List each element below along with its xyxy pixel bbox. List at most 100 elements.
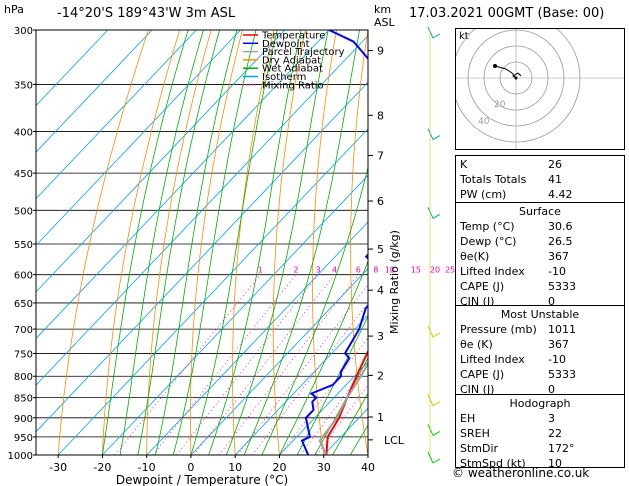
wind-barb: [432, 33, 441, 39]
height-unit-km: km: [374, 3, 392, 16]
hodograph-index-row: StmSpd (kt) 10: [460, 457, 562, 470]
pressure-tick-label: 650: [14, 299, 33, 310]
mixing-ratio-label: 3: [316, 266, 321, 275]
wet-adiabat-line: [314, 357, 368, 455]
isotherm-line: [190, 268, 368, 455]
wind-barb: [427, 26, 434, 39]
pressure-unit: hPa: [4, 3, 24, 16]
mixing-ratio-line: [237, 284, 368, 455]
dry-adiabat-line: [146, 30, 212, 455]
isotherm-line: [36, 30, 286, 293]
hodograph-svg: kt 20 40: [451, 13, 624, 149]
datetime-title: 17.03.2021 00GMT (Base: 00): [409, 6, 605, 21]
wind-barb: [427, 424, 434, 436]
surface-row: Dewp (°C) 26.5: [460, 235, 573, 248]
dry-adiabat-line: [423, 30, 456, 455]
mixing-ratio-line: [176, 274, 319, 455]
surface-row: Temp (°C) 30.6: [460, 220, 573, 233]
most-unstable-row: θe (K) 367: [460, 338, 569, 351]
height-tick-label: 4: [377, 284, 384, 297]
height-tick-label: 5: [377, 243, 384, 256]
wet-adiabat-line: [155, 30, 238, 455]
pressure-tick-label: 950: [14, 433, 33, 444]
hodograph-index-row: EH 3: [460, 412, 555, 425]
height-tick-label: 9: [377, 45, 384, 58]
mixing-ratio-label: 6: [356, 266, 361, 275]
dry-adiabat-line: [190, 30, 243, 455]
hodograph-index-row: SREH 22: [460, 427, 562, 440]
mixing-ratio-label: 8: [373, 266, 378, 275]
surface-panel: Surface Temp (°C) 30.6 Dewp (°C) 26.5 θe(K…: [455, 202, 625, 308]
dry-adiabat-line: [350, 30, 368, 455]
pressure-tick-label: 900: [14, 414, 33, 425]
mixing-ratio-label: 1: [258, 266, 263, 275]
wet-adiabat-line: [102, 30, 189, 455]
wind-barb: [427, 128, 434, 140]
x-axis-label: Dewpoint / Temperature (°C): [116, 473, 288, 486]
pressure-tick-label: 400: [14, 128, 33, 139]
wet-adiabat-line: [190, 30, 278, 455]
isotherm-line: [36, 81, 368, 433]
wind-barb: [432, 213, 441, 219]
mixing-ratio-label: 4: [332, 266, 337, 275]
mixing-ratio-label: 20: [430, 266, 440, 275]
most-unstable-row: Pressure (mb) 1011: [460, 323, 576, 336]
isotherm-line: [36, 30, 197, 200]
legend-entry: Wet Adiabat: [262, 64, 323, 75]
pressure-tick-label: 550: [14, 240, 33, 251]
isotherm-line: [36, 35, 368, 386]
legend-entry: Parcel Trajectory: [262, 47, 345, 58]
wind-barb: [427, 207, 434, 219]
mixing-ratio-label: 2: [293, 266, 298, 275]
hodograph-ring-40: 40: [478, 117, 490, 127]
height-tick-label: LCL: [384, 434, 405, 447]
legend-entry: Isotherm: [262, 72, 306, 83]
hodograph-index-panel: Hodograph EH 3 SREH 22 StmDir 172° StmSpd (…: [455, 394, 625, 470]
dry-adiabat-line: [102, 30, 181, 455]
surface-row: θe(K) 367: [460, 250, 569, 263]
legend-entry: Dry Adiabat: [262, 55, 321, 66]
pressure-tick-label: 350: [14, 80, 33, 91]
hodograph-index-title: Hodograph: [509, 397, 571, 410]
dry-adiabat-line: [312, 30, 337, 455]
height-tick-label: 1: [377, 411, 384, 424]
isotherm-line: [234, 314, 368, 455]
most-unstable-row: CAPE (J) 5333: [460, 368, 576, 381]
legend-entry: Dewpoint: [262, 39, 310, 50]
wind-barb: [427, 394, 434, 406]
pressure-tick-label: 1000: [8, 451, 33, 462]
wind-barb: [432, 431, 441, 436]
mixing-ratio-label: 15: [411, 266, 421, 275]
legend-entry: Temperature: [261, 31, 325, 42]
surface-title: Surface: [519, 205, 561, 218]
mixing-ratio-line: [152, 274, 297, 455]
height-tick-label: 2: [377, 369, 384, 382]
temperature-tick-label: -20: [93, 461, 111, 474]
wind-barb: [432, 401, 441, 407]
most-unstable-panel: Most Unstable Pressure (mb) 1011 θe (K) 36…: [455, 305, 625, 396]
wet-adiabat-line: [225, 30, 329, 455]
wind-barb: [427, 325, 434, 338]
surface-row: Lifted Index -10: [460, 265, 566, 278]
pressure-tick-label: 600: [14, 271, 33, 282]
temperature-tick-label: 30: [317, 461, 331, 474]
wet-adiabat-line: [172, 30, 257, 455]
wet-adiabat-line: [208, 30, 302, 455]
pressure-tick-label: 750: [14, 349, 33, 360]
legend-entry: Mixing Ratio: [262, 80, 324, 91]
dry-adiabat-line: [57, 30, 149, 455]
pressure-tick-label: 700: [14, 325, 33, 336]
temperature-tick-label: 20: [272, 461, 286, 474]
wind-barb: [432, 135, 441, 140]
temperature-series: [325, 349, 368, 455]
index-row-totals: Totals Totals 41: [460, 173, 562, 186]
wind-barb: [432, 332, 441, 338]
temperature-tick-label: -30: [49, 461, 67, 474]
index-row-pw: PW (cm) 4.42: [460, 188, 573, 201]
wet-adiabat-line: [296, 315, 368, 455]
wind-barb: [427, 451, 434, 464]
isotherm-line: [36, 30, 109, 107]
index-panel-top: K 26 Totals Totals 41 PW (cm) 4.42: [455, 155, 625, 203]
wet-adiabat-line: [119, 30, 204, 455]
